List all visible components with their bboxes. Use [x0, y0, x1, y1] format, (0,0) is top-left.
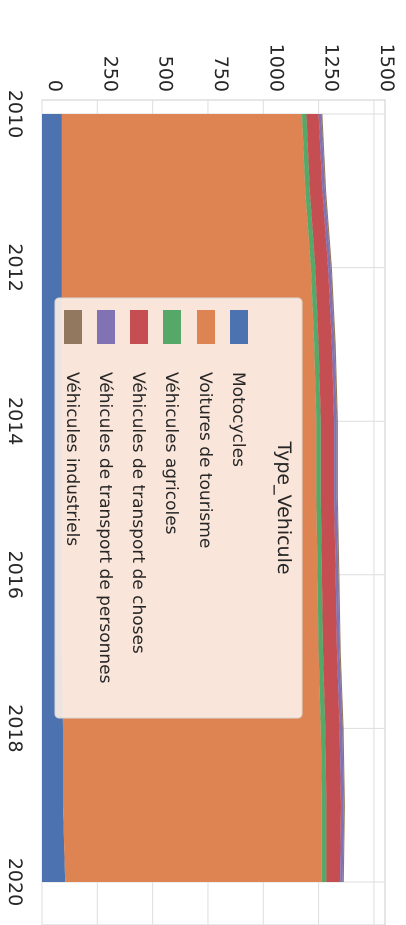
year-tick-label: 2012: [4, 243, 26, 291]
legend-swatch: [97, 310, 115, 344]
legend-entry-label: Véhicules industriels: [62, 372, 82, 546]
legend-swatch: [197, 310, 215, 344]
legend-entry-label: Voitures de tourisme: [195, 372, 215, 548]
value-tick-label: 500: [155, 56, 177, 92]
legend-entry-label: Véhicules agricoles: [161, 372, 181, 535]
value-tick-label: 250: [99, 56, 121, 92]
year-tick-label: 2014: [4, 397, 26, 445]
legend-title: Type_Vehicule: [273, 440, 295, 574]
legend-entry-label: Véhicules de transport de choses: [128, 372, 148, 654]
year-tick-label: 2016: [4, 551, 26, 599]
legend-box: [54, 297, 303, 719]
area-v-hicules-agricoles: [302, 114, 327, 882]
area-v-hicules-de-transport-de-choses: [306, 114, 341, 882]
value-axis-ticks: 0 250 500 750 1000 1250 1500: [44, 44, 398, 92]
legend-entry-label: Véhicules de transport de personnes: [95, 372, 115, 684]
year-tick-label: 2010: [4, 90, 26, 138]
legend-swatch: [163, 310, 181, 344]
year-axis-ticks: 2010 2012 2014 2016 2018 2020: [4, 90, 26, 906]
year-tick-label: 2018: [4, 704, 26, 752]
value-tick-label: 1500: [376, 44, 398, 92]
legend-entry-label: Motocycles: [228, 372, 248, 467]
year-tick-label: 2020: [4, 858, 26, 906]
value-tick-label: 1000: [265, 44, 287, 92]
legend-swatch: [230, 310, 248, 344]
legend: Type_Vehicule Motocycles Voitures de touri…: [54, 297, 303, 719]
value-tick-label: 750: [210, 56, 232, 92]
legend-swatch: [64, 310, 82, 344]
area-v-hicules-de-transport-de-personnes: [318, 114, 344, 882]
legend-swatch: [130, 310, 148, 344]
value-tick-label: 0: [44, 80, 66, 92]
value-tick-label: 1250: [321, 44, 343, 92]
